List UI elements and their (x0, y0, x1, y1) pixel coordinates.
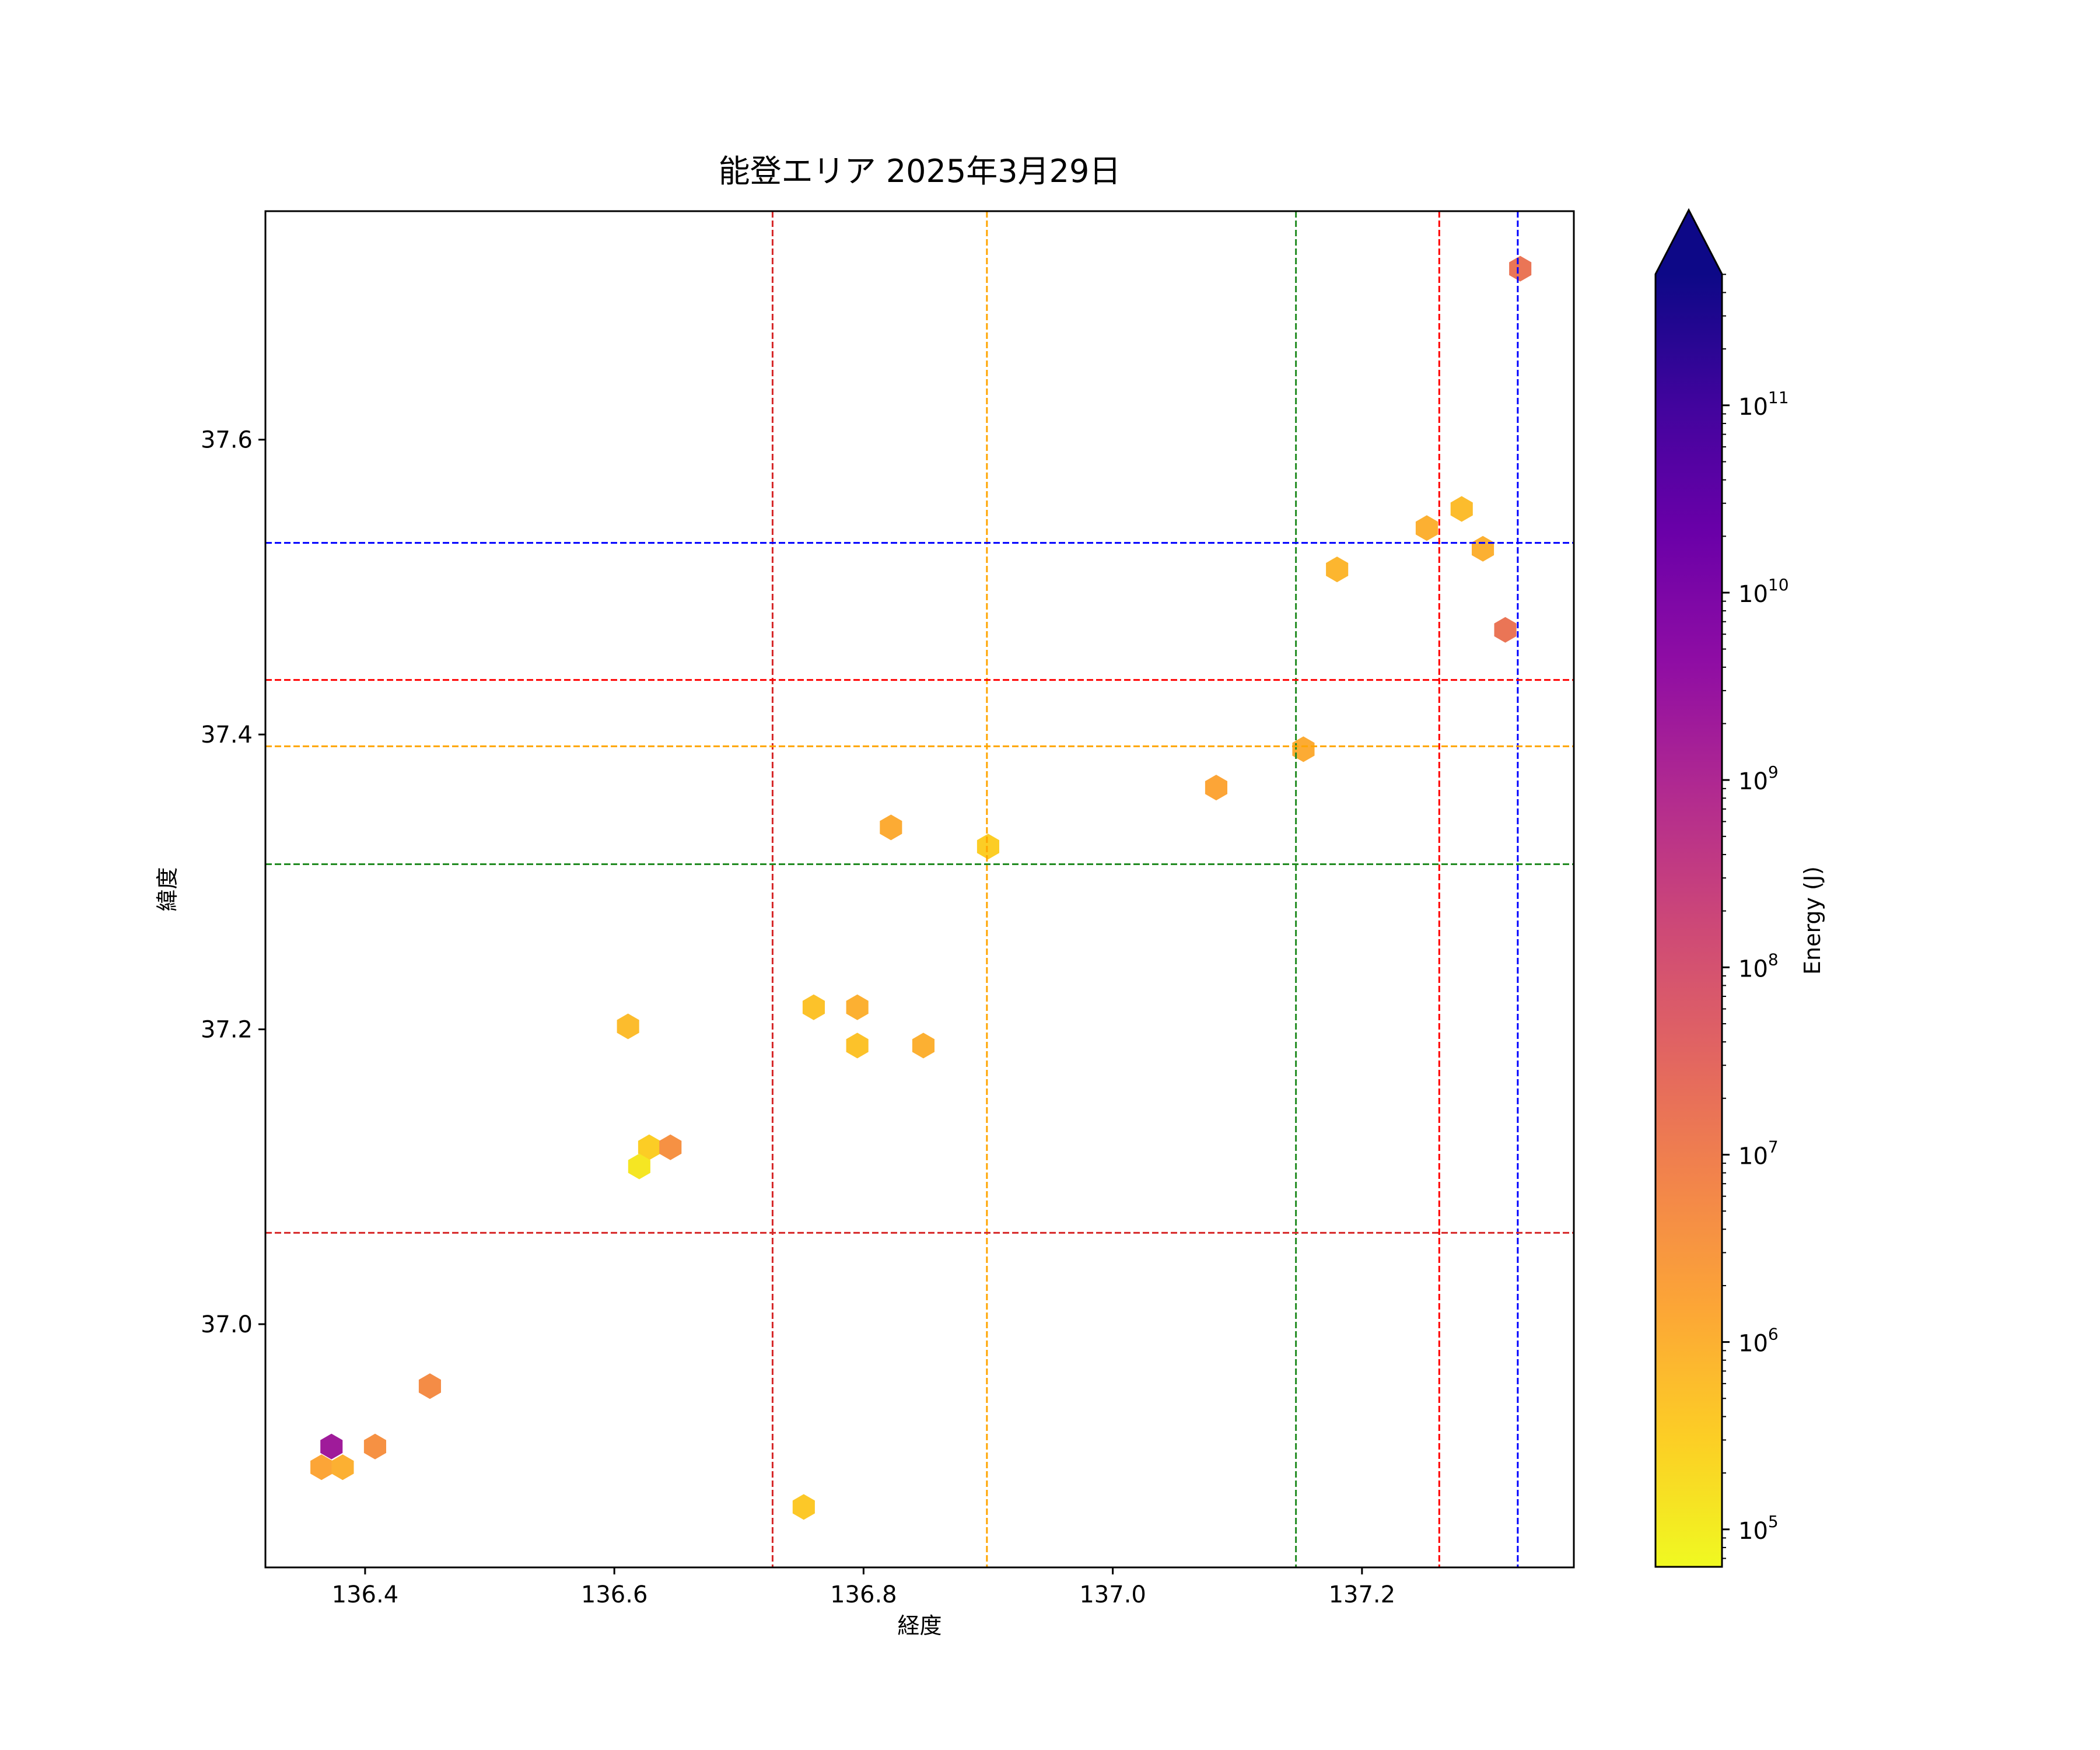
colorbar-extend-arrow (1656, 210, 1722, 274)
colorbar-tick-exponent: 9 (1768, 762, 1779, 782)
colorbar-outline (1654, 208, 1723, 1568)
x-axis: 136.4 136.6 136.8 137.0 137.2 (332, 1567, 1395, 1608)
hexbin-cell-21 (310, 1454, 333, 1480)
x-axis-label: 経度 (897, 1613, 942, 1639)
hexbin-cell-15 (638, 1134, 660, 1160)
colorbar-tick-label: 107 (1738, 1137, 1779, 1170)
hexbin-cell-8 (880, 814, 902, 841)
hexbin-cell-2 (1415, 515, 1438, 541)
colorbar-label: Energy (J) (1800, 866, 1825, 975)
hexbin-cell-13 (846, 1032, 869, 1059)
hexbin-cell-16 (659, 1134, 682, 1160)
x-tick-label: 137.2 (1329, 1581, 1396, 1608)
colorbar-tick-base: 10 (1738, 394, 1768, 421)
hexbin-layer (310, 256, 1532, 1520)
hexbin-cell-17 (628, 1153, 650, 1180)
colorbar-tick-exponent: 11 (1768, 388, 1789, 407)
hexbin-cell-18 (418, 1373, 441, 1399)
x-tick-label: 137.0 (1079, 1581, 1146, 1608)
colorbar-tick-exponent: 8 (1768, 950, 1779, 969)
chart-title: 能登エリア 2025年3月29日 (719, 153, 1121, 190)
colorbar-tick-exponent: 10 (1768, 575, 1789, 594)
hexbin-cell-10 (617, 1013, 639, 1040)
colorbar-gradient (1656, 274, 1722, 1567)
hexbin-cell-9 (977, 834, 999, 860)
plot-frame (264, 210, 1575, 1569)
x-tick-label: 136.6 (581, 1581, 648, 1608)
y-tick-label: 37.0 (201, 1311, 253, 1338)
hexbin-cell-19 (320, 1433, 343, 1460)
colorbar-tick-label: 109 (1738, 762, 1779, 795)
hexbin-cell-7 (1205, 775, 1227, 801)
hexbin-cell-0 (1509, 256, 1532, 282)
hexbin-cell-14 (912, 1032, 935, 1059)
colorbar-tick-base: 10 (1738, 956, 1768, 982)
hexbin-cell-4 (1326, 556, 1349, 583)
x-tick-label: 136.8 (830, 1581, 897, 1608)
hexbin-cell-22 (331, 1454, 354, 1480)
hexbin-cell-12 (846, 994, 869, 1020)
plot-background (265, 211, 1574, 1567)
y-tick-label: 37.2 (201, 1017, 253, 1044)
colorbar-tick-label: 108 (1738, 950, 1779, 982)
hexbin-cell-20 (363, 1433, 386, 1460)
colorbar-tick-exponent: 5 (1768, 1512, 1779, 1531)
colorbar-tick-label: 106 (1738, 1325, 1779, 1357)
colorbar-tick-base: 10 (1738, 581, 1768, 608)
hexbin-cell-11 (802, 994, 825, 1020)
x-tick-label: 136.4 (332, 1581, 399, 1608)
colorbar-tick-base: 10 (1738, 1143, 1768, 1170)
colorbar-tick-base: 10 (1738, 1331, 1768, 1357)
hexbin-cell-1 (1450, 496, 1473, 522)
colorbar-tick-exponent: 6 (1768, 1325, 1779, 1344)
colorbar-tick-exponent: 7 (1768, 1137, 1779, 1156)
colorbar-tick-label: 1010 (1738, 575, 1789, 608)
y-tick-label: 37.4 (201, 722, 253, 748)
hexbin-cell-23 (792, 1494, 815, 1520)
hexbin-cell-5 (1494, 617, 1517, 643)
colorbar-tick-label: 1011 (1738, 388, 1789, 421)
reference-lines (265, 211, 1574, 1567)
hexbin-cell-6 (1292, 736, 1315, 762)
y-axis: 37.0 37.2 37.4 37.6 (201, 427, 265, 1338)
colorbar-tick-base: 10 (1738, 768, 1768, 795)
y-axis-label: 緯度 (155, 867, 180, 911)
colorbar-tick-label: 105 (1738, 1512, 1779, 1545)
plot-area (264, 210, 1575, 1569)
y-tick-label: 37.6 (201, 427, 253, 454)
colorbar-tick-base: 10 (1738, 1518, 1768, 1545)
